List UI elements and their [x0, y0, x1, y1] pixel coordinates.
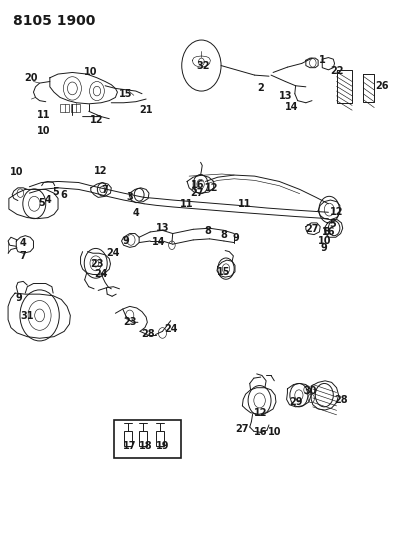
Text: 16: 16 [254, 427, 268, 438]
Text: 3: 3 [126, 192, 133, 203]
Text: 27: 27 [305, 224, 319, 234]
Text: 13: 13 [279, 91, 292, 101]
Text: 1: 1 [319, 55, 326, 65]
Text: 10: 10 [318, 236, 331, 246]
Bar [60, 104, 69, 112]
Text: 16: 16 [322, 227, 335, 237]
Text: 12: 12 [330, 207, 343, 217]
Text: 24: 24 [106, 248, 120, 258]
Text: 28: 28 [141, 329, 155, 339]
Text: 16: 16 [191, 180, 204, 190]
Text: 7: 7 [20, 251, 27, 261]
Text: 14: 14 [152, 237, 165, 247]
Text: 3: 3 [323, 227, 330, 237]
Text: 24: 24 [164, 324, 178, 334]
Text: 12: 12 [94, 166, 108, 176]
Text: 11: 11 [180, 199, 194, 209]
Text: 4: 4 [132, 208, 139, 219]
Text: 14: 14 [285, 102, 298, 112]
Text: 9: 9 [233, 233, 240, 244]
Bar [155, 431, 164, 446]
Text: 9: 9 [321, 243, 328, 253]
Text: 9: 9 [122, 236, 129, 246]
Text: 19: 19 [156, 441, 169, 451]
Text: 12: 12 [254, 408, 268, 418]
Text: 7: 7 [102, 185, 109, 196]
Text: 10: 10 [10, 167, 24, 177]
Text: 11: 11 [238, 199, 251, 209]
Text: 11: 11 [37, 110, 51, 120]
Text: 15: 15 [119, 88, 132, 99]
Text: 10: 10 [37, 126, 51, 136]
Text: 31: 31 [21, 311, 34, 321]
Bar [139, 431, 147, 446]
Text: 30: 30 [303, 386, 317, 397]
Text: 10: 10 [268, 427, 282, 438]
Text: 17: 17 [123, 441, 136, 451]
Text: 23: 23 [123, 317, 136, 327]
Text: 32: 32 [197, 61, 210, 70]
Text: 26: 26 [375, 81, 388, 91]
Text: 9: 9 [16, 293, 23, 303]
Text: 15: 15 [217, 267, 231, 277]
Text: 8: 8 [204, 226, 211, 236]
Text: 13: 13 [156, 223, 169, 233]
Text: 27: 27 [236, 424, 249, 434]
Text: 18: 18 [139, 441, 153, 451]
Text: 24: 24 [94, 270, 108, 279]
Text: 23: 23 [90, 259, 104, 269]
Text: 27: 27 [191, 188, 204, 198]
Text: 8: 8 [220, 230, 227, 240]
Text: 8105 1900: 8105 1900 [13, 14, 95, 28]
Text: 4: 4 [44, 195, 51, 205]
Bar [114, 419, 180, 458]
Text: 21: 21 [139, 104, 153, 115]
Text: 4: 4 [20, 238, 27, 247]
Text: 22: 22 [330, 66, 343, 76]
Text: 12: 12 [90, 115, 104, 125]
Text: 20: 20 [25, 73, 38, 83]
Text: 5: 5 [329, 219, 336, 229]
Text: 5: 5 [38, 198, 45, 208]
Text: 12: 12 [205, 183, 218, 193]
Text: 2: 2 [257, 83, 264, 93]
Text: 6: 6 [61, 190, 67, 200]
Text: 10: 10 [84, 68, 97, 77]
Bar [124, 431, 132, 446]
Text: 29: 29 [289, 397, 302, 407]
Text: 5: 5 [53, 187, 59, 197]
Text: 28: 28 [334, 395, 347, 406]
Bar [71, 104, 80, 112]
